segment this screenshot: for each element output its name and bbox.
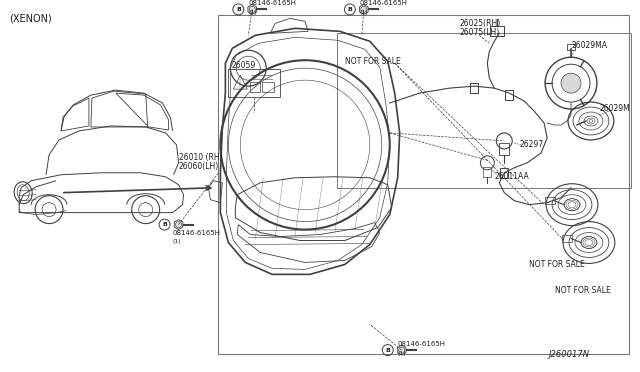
Text: 26010 (RH): 26010 (RH) (179, 153, 222, 162)
Text: 26025(RH): 26025(RH) (460, 19, 500, 28)
Text: NOT FOR SALE: NOT FOR SALE (345, 57, 401, 66)
Bar (545, 197, 555, 203)
Text: 26011AA: 26011AA (494, 172, 529, 181)
Polygon shape (174, 219, 183, 230)
Bar (562, 234, 572, 241)
Text: 26060(LH): 26060(LH) (179, 162, 219, 171)
Bar (262, 82, 274, 92)
Bar (483, 167, 492, 177)
Polygon shape (360, 4, 368, 15)
Text: B: B (236, 7, 241, 12)
Bar (500, 168, 508, 178)
Text: 08146-6165H: 08146-6165H (397, 341, 445, 347)
Bar (567, 44, 575, 50)
Polygon shape (248, 4, 257, 15)
Text: NOT FOR SALE: NOT FOR SALE (555, 286, 611, 295)
Text: 08146-6165H: 08146-6165H (173, 230, 221, 235)
Text: B: B (385, 347, 390, 353)
Text: 26075(LH): 26075(LH) (460, 28, 500, 37)
Bar (228, 69, 280, 97)
Text: (XENON): (XENON) (9, 13, 52, 23)
Text: (1): (1) (397, 350, 406, 356)
Text: 26059: 26059 (231, 61, 255, 70)
Text: 26297: 26297 (519, 140, 543, 150)
Text: (1): (1) (173, 239, 181, 244)
Text: B: B (348, 7, 352, 12)
Text: B: B (162, 222, 167, 227)
Text: (1): (1) (248, 10, 257, 15)
Text: 08146-6165H: 08146-6165H (248, 0, 296, 6)
Text: NOT FOR SALE: NOT FOR SALE (529, 260, 585, 269)
Text: J260017N: J260017N (548, 350, 589, 359)
Circle shape (561, 73, 581, 93)
Bar (337, 33, 631, 188)
Bar (505, 90, 513, 100)
Bar (250, 82, 260, 92)
Bar (218, 15, 628, 354)
Text: 26029MA: 26029MA (571, 41, 607, 50)
Bar (470, 83, 478, 93)
Bar (499, 143, 509, 155)
Text: 26029M: 26029M (600, 103, 630, 113)
Text: (1): (1) (360, 10, 369, 15)
Bar (490, 26, 504, 36)
Text: 08146-6165H: 08146-6165H (360, 0, 408, 6)
Polygon shape (397, 345, 406, 355)
